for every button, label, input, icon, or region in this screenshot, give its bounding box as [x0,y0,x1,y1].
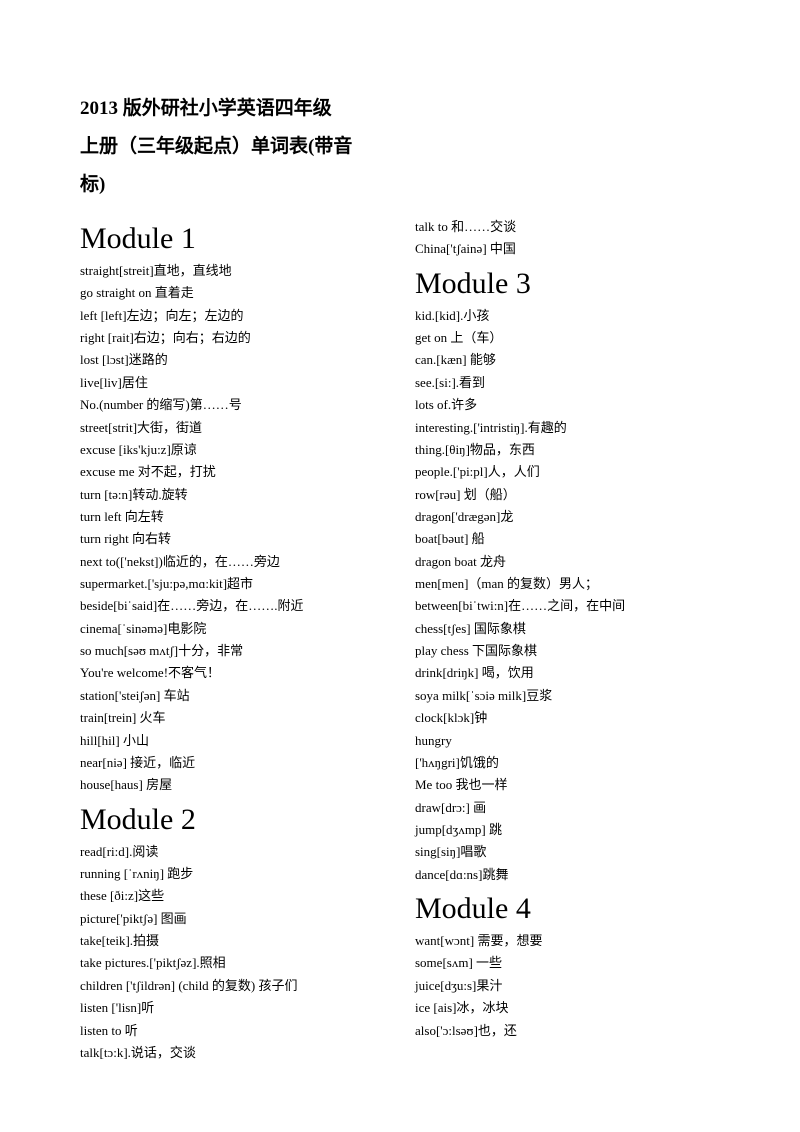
vocabulary-entry: street[strit]大街，街道 [80,417,385,439]
vocabulary-entry: dragon['drægən]龙 [415,506,720,528]
vocabulary-entry: also['ɔ:lsəʊ]也，还 [415,1020,720,1042]
vocabulary-entry: lots of.许多 [415,394,720,416]
vocabulary-entry: take[teik].拍摄 [80,930,385,952]
left-column: Module 1 straight[streit]直地，直线地go straigh… [80,216,385,1064]
vocabulary-entry: ice [ais]冰，冰块 [415,997,720,1019]
vocabulary-entry: people.['pi:pl]人，人们 [415,461,720,483]
vocabulary-entry: talk to 和……交谈 [415,216,720,238]
vocabulary-entry: live[liv]居住 [80,372,385,394]
vocabulary-entry: can.[kæn] 能够 [415,349,720,371]
vocabulary-entry: beside[biˈsaid]在……旁边，在…….附近 [80,595,385,617]
vocabulary-entry: between[biˈtwi:n]在……之间，在中间 [415,595,720,617]
vocabulary-entry: want[wɔnt] 需要，想要 [415,930,720,952]
module-heading: Module 1 [80,222,385,256]
vocabulary-entry: clock[klɔk]钟 [415,707,720,729]
vocabulary-entry: see.[si:].看到 [415,372,720,394]
vocabulary-entry: take pictures.['piktʃəz].照相 [80,952,385,974]
content-columns: Module 1 straight[streit]直地，直线地go straigh… [80,216,720,1064]
vocabulary-entry: house[haus] 房屋 [80,774,385,796]
title-line-3: 标) [80,166,720,204]
vocabulary-entry: kid.[kid].小孩 [415,305,720,327]
vocabulary-entry: No.(number 的缩写)第……号 [80,394,385,416]
vocabulary-entry: hungry [415,730,720,752]
vocabulary-entry: draw[drɔ:] 画 [415,797,720,819]
vocabulary-entry: soya milk[ˈsɔiə milk]豆浆 [415,685,720,707]
vocabulary-entry: juice[dʒu:s]果汁 [415,975,720,997]
module-heading: Module 4 [415,892,720,926]
vocabulary-entry: running [ˈrʌniŋ] 跑步 [80,863,385,885]
vocabulary-entry: go straight on 直着走 [80,282,385,304]
vocabulary-entry: so much[səʊ mʌtʃ]十分，非常 [80,640,385,662]
vocabulary-entry: right [rait]右边；向右；右边的 [80,327,385,349]
vocabulary-entry: jump[dʒʌmp] 跳 [415,819,720,841]
vocabulary-entry: turn left 向左转 [80,506,385,528]
vocabulary-entry: next to(['nekst])临近的，在……旁边 [80,551,385,573]
vocabulary-entry: thing.[θiŋ]物品，东西 [415,439,720,461]
vocabulary-entry: interesting.['intristiŋ].有趣的 [415,417,720,439]
title-line-2: 上册（三年级起点）单词表(带音 [80,128,720,166]
vocabulary-entry: some[sʌm] 一些 [415,952,720,974]
vocabulary-entry: hill[hil] 小山 [80,730,385,752]
vocabulary-entry: listen ['lisn]听 [80,997,385,1019]
vocabulary-entry: picture['piktʃə] 图画 [80,908,385,930]
right-column: talk to 和……交谈China['tʃainə] 中国 Module 3 ki… [415,216,720,1064]
vocabulary-entry: ['hʌŋgri]饥饿的 [415,752,720,774]
vocabulary-entry: train[trein] 火车 [80,707,385,729]
vocabulary-entry: excuse me 对不起，打扰 [80,461,385,483]
vocabulary-entry: supermarket.['sju:pə,mɑ:kit]超市 [80,573,385,595]
vocabulary-entry: dragon boat 龙舟 [415,551,720,573]
vocabulary-entry: left [left]左边；向左；左边的 [80,305,385,327]
vocabulary-entry: You're welcome!不客气！ [80,662,385,684]
vocabulary-entry: station['steiʃən] 车站 [80,685,385,707]
vocabulary-entry: talk[tɔ:k].说话，交谈 [80,1042,385,1064]
vocabulary-entry: China['tʃainə] 中国 [415,238,720,260]
vocabulary-entry: drink[driŋk] 喝，饮用 [415,662,720,684]
document-title: 2013 版外研社小学英语四年级 上册（三年级起点）单词表(带音 标) [80,90,720,204]
vocabulary-entry: row[rəu] 划（船） [415,484,720,506]
vocabulary-entry: these [ði:z]这些 [80,885,385,907]
vocabulary-entry: turn [tə:n]转动.旋转 [80,484,385,506]
vocabulary-entry: sing[siŋ]唱歌 [415,841,720,863]
vocabulary-entry: play chess 下国际象棋 [415,640,720,662]
module-heading: Module 2 [80,803,385,837]
title-line-1: 2013 版外研社小学英语四年级 [80,90,720,128]
vocabulary-entry: chess[tʃes] 国际象棋 [415,618,720,640]
vocabulary-entry: listen to 听 [80,1020,385,1042]
vocabulary-entry: dance[dɑ:ns]跳舞 [415,864,720,886]
vocabulary-entry: straight[streit]直地，直线地 [80,260,385,282]
vocabulary-entry: get on 上（车） [415,327,720,349]
module-heading: Module 3 [415,267,720,301]
vocabulary-entry: read[ri:d].阅读 [80,841,385,863]
vocabulary-entry: excuse [iks'kju:z]原谅 [80,439,385,461]
vocabulary-entry: men[men]（man 的复数）男人； [415,573,720,595]
vocabulary-entry: Me too 我也一样 [415,774,720,796]
vocabulary-entry: cinema[ˈsinəmə]电影院 [80,618,385,640]
vocabulary-entry: boat[bəut] 船 [415,528,720,550]
vocabulary-entry: turn right 向右转 [80,528,385,550]
vocabulary-entry: lost [lɔst]迷路的 [80,349,385,371]
vocabulary-entry: near[niə] 接近，临近 [80,752,385,774]
vocabulary-entry: children ['tʃildrən] (child 的复数) 孩子们 [80,975,385,997]
